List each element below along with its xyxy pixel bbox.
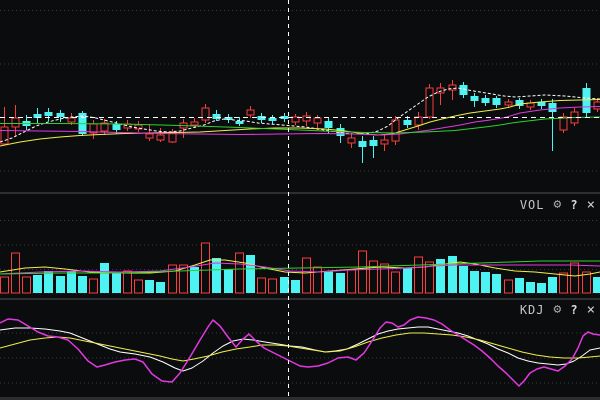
help-icon[interactable]: ? — [570, 198, 578, 212]
close-icon[interactable]: × — [586, 302, 595, 318]
help-icon[interactable]: ? — [570, 303, 578, 317]
settings-gear-icon[interactable]: ⚙ — [553, 302, 562, 317]
kdj-panel-title: KDJ — [519, 303, 545, 317]
volume-panel-header: VOL ⚙ ? × — [519, 197, 595, 213]
crosshair-horizontal-line — [0, 117, 600, 118]
kdj-panel[interactable] — [0, 300, 600, 397]
settings-gear-icon[interactable]: ⚙ — [553, 197, 562, 212]
close-icon[interactable]: × — [586, 197, 595, 213]
panel-separator-bottom — [0, 298, 600, 300]
bottom-border — [0, 397, 600, 400]
crosshair-vertical-line — [287, 0, 289, 397]
kdj-panel-header: KDJ ⚙ ? × — [519, 302, 595, 318]
candlestick-panel[interactable] — [0, 0, 600, 192]
volume-panel[interactable] — [0, 194, 600, 298]
panel-separator-top — [0, 192, 600, 194]
volume-panel-title: VOL — [519, 198, 545, 212]
